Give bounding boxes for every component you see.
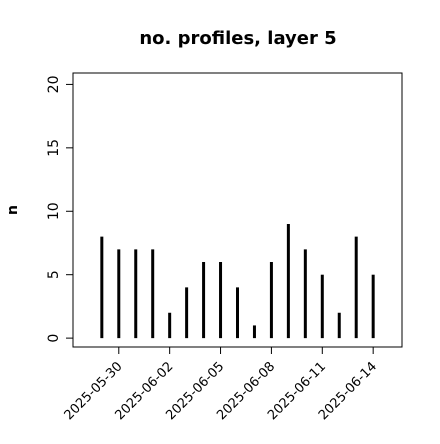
- chart-title: no. profiles, layer 5: [139, 28, 336, 49]
- y-tick-label: 20: [46, 76, 62, 94]
- y-tick-label: 10: [46, 202, 62, 220]
- y-axis-label: n: [5, 205, 21, 215]
- y-tick-label: 15: [46, 139, 62, 157]
- plot-box: [72, 72, 403, 348]
- y-tick-label: 0: [46, 334, 62, 343]
- y-tick-label: 5: [46, 270, 62, 279]
